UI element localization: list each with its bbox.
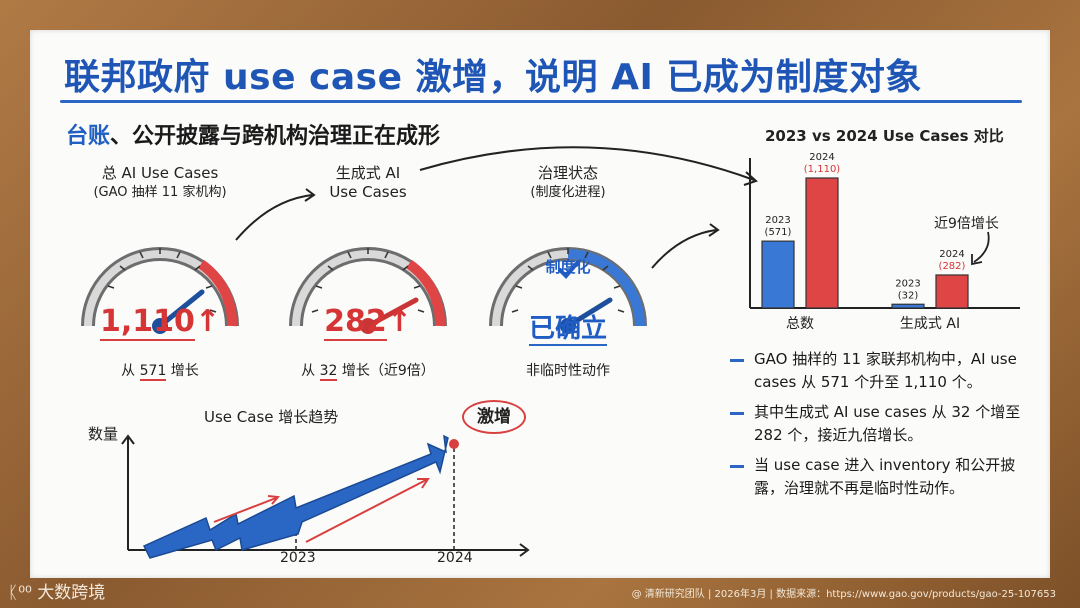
gauge3-label-line1: 治理状态	[537, 164, 598, 182]
bullet-1-text: GAO 抽样的 11 家联邦机构中，AI use cases 从 571 个升至…	[754, 350, 1017, 391]
gauge2-dial	[289, 247, 447, 334]
gauge1-dial	[81, 247, 239, 334]
chart-title: 2023 vs 2024 Use Cases 对比	[765, 127, 1004, 145]
gauge2-sub-pre: 从	[301, 363, 320, 379]
trend-x-2024: 2024	[437, 550, 473, 566]
bar-value-label: 2023	[765, 215, 790, 226]
page-title: 联邦政府 use case 激增，说明 AI 已成为制度对象	[64, 57, 922, 98]
bar-value-label: (571)	[765, 227, 792, 238]
gauge3-dial	[489, 247, 647, 334]
gauge1-value: 1,110↑	[80, 304, 240, 341]
bar-value-label: 2024	[939, 249, 964, 260]
gauge3-inner-label: 制度化	[545, 258, 591, 276]
brand-logo: ᛕ⁰⁰ 大数跨境	[8, 578, 105, 603]
category-label: 总数	[786, 316, 814, 332]
gauge2-label-line1: 生成式 AI	[335, 164, 401, 182]
checkmark-icon	[558, 260, 580, 279]
dash-icon	[730, 359, 744, 362]
gauge3-label: 治理状态 (制度化进程)	[488, 164, 648, 202]
dash-icon	[730, 465, 744, 468]
up-arrow-icon: ↑	[194, 304, 221, 339]
annotation-arrow	[971, 231, 990, 266]
gauge1-sub-pre: 从	[121, 363, 140, 379]
logo-icon: ᛕ⁰⁰	[8, 583, 38, 603]
gauge2-label-line2: Use Cases	[329, 183, 407, 201]
trend-ylabel: 数量	[88, 425, 119, 443]
gauge2-sub-post: 增长（近9倍）	[337, 363, 435, 379]
dash-icon	[730, 412, 744, 415]
gauge2-value: 282↑	[288, 304, 448, 341]
chart-annotation: 近9倍增长	[934, 216, 999, 232]
bar-value-label: 2023	[895, 278, 920, 289]
gauge2-sub-num: 32	[319, 363, 338, 381]
bar-value-label: 2024	[809, 152, 834, 163]
bar-value-label: (1,110)	[804, 164, 841, 175]
gauge1-label-line1: 总 AI Use Cases	[101, 164, 219, 182]
gauge3-sub: 非临时性动作	[526, 363, 610, 379]
gauge2-sub: 从 32 增长（近9倍）	[278, 360, 458, 381]
category-label: 生成式 AI	[900, 316, 960, 332]
up-arrow-icon: ↑	[386, 304, 412, 339]
bullet-item-2: 其中生成式 AI use cases 从 32 个增至 282 个，接近九倍增长…	[730, 401, 1030, 447]
gauge1-label-line2: (GAO 抽样 11 家机构)	[93, 185, 227, 200]
connector-arrows	[235, 146, 758, 269]
gauge3-value: 已确立	[488, 308, 648, 346]
gauge2-value-text: 282	[324, 304, 387, 341]
bar-value-label: (32)	[898, 290, 919, 301]
whiteboard: 联邦政府 use case 激增，说明 AI 已成为制度对象 台账、公开披露与跨…	[30, 30, 1050, 578]
subtitle: 台账、公开披露与跨机构治理正在成形	[66, 118, 440, 150]
subtitle-rest: 、公开披露与跨机构治理正在成形	[110, 124, 441, 149]
gauge1-label: 总 AI Use Cases (GAO 抽样 11 家机构)	[80, 164, 240, 202]
gauge1-sub-num: 571	[139, 363, 167, 381]
bar-生成式 AI-2023	[891, 303, 925, 309]
gauge1-sub: 从 571 增长	[80, 360, 240, 381]
bar-chart: 2023(571)2024(1,110)总数2023(32)2024(282)生…	[749, 152, 1020, 332]
bar-总数-2023	[761, 240, 795, 309]
bullet-3-text: 当 use case 进入 inventory 和公开披露，治理就不再是临时性动…	[754, 456, 1016, 497]
trend-sketch	[121, 434, 530, 559]
logo-text: 大数跨境	[37, 583, 106, 603]
bullet-2-text: 其中生成式 AI use cases 从 32 个增至 282 个，接近九倍增长…	[754, 403, 1021, 444]
subtitle-highlight: 台账	[66, 124, 111, 149]
bar-总数-2024	[805, 177, 839, 309]
bullet-item-3: 当 use case 进入 inventory 和公开披露，治理就不再是临时性动…	[730, 454, 1030, 500]
gauge1-sub-post: 增长	[166, 363, 199, 379]
bar-生成式 AI-2024	[935, 274, 969, 309]
gauge2-label: 生成式 AI Use Cases	[288, 164, 448, 202]
gauge1-value-text: 1,110	[99, 304, 195, 341]
bar-value-label: (282)	[939, 261, 966, 272]
trend-x-2023: 2023	[280, 550, 316, 566]
trend-title: Use Case 增长趋势	[204, 408, 339, 426]
gauge3-label-line2: (制度化进程)	[530, 185, 606, 200]
footer-source: @ 清新研究团队 | 2026年3月 | 数据来源：https://www.ga…	[631, 589, 1056, 600]
gauge3-value-text: 已确立	[528, 314, 607, 346]
bullet-list: GAO 抽样的 11 家联邦机构中，AI use cases 从 571 个升至…	[730, 348, 1030, 507]
title-underline	[60, 100, 1022, 103]
bullet-item-1: GAO 抽样的 11 家联邦机构中，AI use cases 从 571 个升至…	[730, 348, 1030, 394]
surge-badge: 激增	[462, 400, 526, 434]
